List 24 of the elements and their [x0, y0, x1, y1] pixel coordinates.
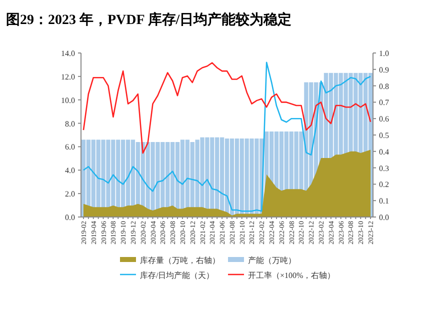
y-tick-label: 2.0 — [65, 190, 75, 199]
y2-tick-label: 0.2 — [379, 180, 389, 190]
y2-tick-label: 0.7 — [379, 98, 389, 108]
y-tick-label: 8.0 — [65, 119, 75, 128]
legend-label: 开工率（×100%，右轴） — [248, 271, 336, 280]
title: 图29：2023 年，PVDF 库存/日均产能较为稳定 — [6, 13, 292, 28]
y2-tick-label: 0.1 — [379, 196, 389, 206]
y-tick-label: 4.0 — [65, 166, 75, 176]
legend-label: 库存/日均产能（天） — [140, 271, 214, 280]
y2-tick-label: 0.8 — [379, 82, 389, 91]
y2-tick-label: 0.0 — [379, 213, 389, 222]
y-tick-label: 6.0 — [65, 142, 75, 152]
y-tick-label: 12.0 — [61, 72, 75, 82]
y2-tick-label: 0.5 — [379, 131, 389, 140]
y2-tick-label: 0.9 — [379, 65, 389, 74]
y-tick-label: 0.0 — [65, 213, 75, 222]
y2-tick-label: 0.6 — [379, 114, 389, 124]
y-tick-label: 10.0 — [61, 96, 75, 105]
y2-tick-label: 0.4 — [379, 147, 389, 156]
legend-label: 产能（万吨） — [248, 256, 296, 265]
y-tick-label: 14.0 — [61, 49, 75, 58]
y2-tick-label: 0.3 — [379, 164, 389, 173]
legend-label: 库存量（万吨，右轴） — [140, 256, 220, 265]
y2-tick-label: 1.0 — [379, 49, 389, 58]
